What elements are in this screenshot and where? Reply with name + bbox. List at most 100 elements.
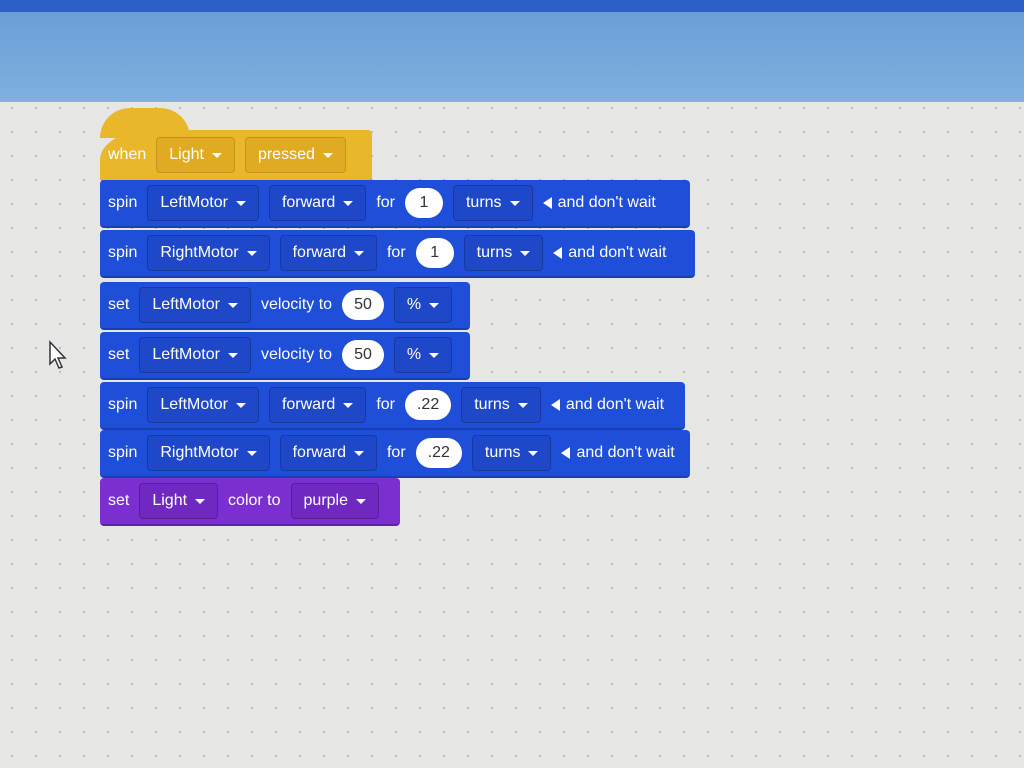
block-label: spin xyxy=(108,244,138,261)
caret-down-icon xyxy=(509,200,520,206)
dropdown[interactable]: LeftMotor xyxy=(139,337,251,373)
caret-down-icon xyxy=(195,498,206,504)
wait-option-label: and don't wait xyxy=(568,244,667,261)
motion-block[interactable]: spin RightMotor forward for .22 turns and don'… xyxy=(100,430,690,478)
dropdown-value: RightMotor xyxy=(160,244,239,261)
dropdown-value: % xyxy=(406,296,422,313)
block-label: spin xyxy=(108,194,138,211)
block-label: for xyxy=(376,396,395,413)
caret-down-icon xyxy=(211,152,222,158)
dropdown-value: forward xyxy=(281,194,336,211)
dropdown[interactable]: forward xyxy=(279,435,377,471)
number-input[interactable]: 50 xyxy=(342,340,384,370)
block-label: velocity to xyxy=(260,296,333,313)
block-label: set xyxy=(108,296,130,313)
block-label: color to xyxy=(228,492,281,509)
dropdown-value: forward xyxy=(292,244,346,261)
caret-down-icon xyxy=(353,450,364,456)
caret-down-icon xyxy=(235,402,246,408)
wait-option-toggle[interactable]: and don't wait xyxy=(553,244,666,262)
number-input[interactable]: 1 xyxy=(404,188,443,218)
dropdown-value: LeftMotor xyxy=(152,346,220,363)
dropdown[interactable]: forward xyxy=(268,185,367,221)
dropdown[interactable]: turns xyxy=(452,185,533,221)
dropdown-value: pressed xyxy=(257,146,315,163)
dropdown[interactable]: purple xyxy=(290,483,379,519)
dropdown[interactable]: Light xyxy=(156,137,235,173)
number-input[interactable]: 1 xyxy=(415,238,454,268)
block-label: spin xyxy=(108,444,138,461)
dropdown[interactable]: LeftMotor xyxy=(147,185,259,221)
block-label: for xyxy=(386,444,406,461)
dropdown[interactable]: RightMotor xyxy=(147,235,270,271)
block-label: for xyxy=(376,194,395,211)
block-label: set xyxy=(108,492,130,509)
block-label: set xyxy=(108,346,130,363)
wait-option-label: and don't wait xyxy=(576,444,675,461)
dropdown[interactable]: LeftMotor xyxy=(139,287,251,323)
caret-down-icon xyxy=(353,250,364,256)
dropdown[interactable]: Light xyxy=(139,483,219,519)
dropdown[interactable]: % xyxy=(393,287,453,323)
caret-down-icon xyxy=(322,152,333,158)
dropdown[interactable]: turns xyxy=(463,235,544,271)
top-toolbar xyxy=(0,0,1024,12)
motion-block[interactable]: spin LeftMotor forward for 1 turns and don't w… xyxy=(100,180,690,228)
caret-down-icon xyxy=(227,302,238,308)
dropdown[interactable]: turns xyxy=(461,387,541,423)
collapse-arrow-icon xyxy=(553,247,563,259)
wait-option-toggle[interactable]: and don't wait xyxy=(561,444,675,462)
event-block[interactable]: when Light pressed xyxy=(100,130,372,182)
caret-down-icon xyxy=(429,302,440,308)
caret-down-icon xyxy=(528,450,539,456)
collapse-arrow-icon xyxy=(550,399,560,411)
dropdown-value: forward xyxy=(281,396,336,413)
dropdown[interactable]: pressed xyxy=(244,137,346,173)
wait-option-label: and don't wait xyxy=(565,396,665,413)
dropdown-value: Light xyxy=(152,492,188,509)
caret-down-icon xyxy=(517,402,528,408)
dropdown-value: turns xyxy=(484,444,521,461)
caret-down-icon xyxy=(356,498,366,504)
motion-block[interactable]: set LeftMotor velocity to 50% xyxy=(100,282,470,330)
dropdown[interactable]: forward xyxy=(279,235,377,271)
caret-down-icon xyxy=(246,450,257,456)
caret-down-icon xyxy=(235,200,246,206)
dropdown-value: turns xyxy=(474,396,510,413)
dropdown-value: forward xyxy=(292,444,346,461)
caret-down-icon xyxy=(246,250,257,256)
number-input[interactable]: 50 xyxy=(342,290,384,320)
motion-block[interactable]: spin RightMotor forward for 1 turns and don't … xyxy=(100,230,695,278)
dropdown[interactable]: LeftMotor xyxy=(147,387,259,423)
motion-block[interactable]: spin LeftMotor forward for .22 turns and don't… xyxy=(100,382,685,430)
dropdown[interactable]: RightMotor xyxy=(147,435,270,471)
dropdown-value: RightMotor xyxy=(160,444,239,461)
caret-down-icon xyxy=(343,402,354,408)
wait-option-toggle[interactable]: and don't wait xyxy=(550,396,665,414)
block-label: velocity to xyxy=(260,346,333,363)
caret-down-icon xyxy=(520,250,531,256)
caret-down-icon xyxy=(429,352,440,358)
dropdown-value: turns xyxy=(465,194,502,211)
dropdown-value: Light xyxy=(169,146,204,163)
looks-block[interactable]: set Light color to purple xyxy=(100,478,400,526)
dropdown-value: LeftMotor xyxy=(160,396,228,413)
dropdown-value: % xyxy=(406,346,422,363)
wait-option-toggle[interactable]: and don't wait xyxy=(542,194,656,212)
caret-down-icon xyxy=(343,200,354,206)
block-label: when xyxy=(108,146,147,163)
block-label: spin xyxy=(108,396,138,413)
dropdown-value: turns xyxy=(476,244,513,261)
dropdown[interactable]: forward xyxy=(268,387,367,423)
number-input[interactable]: .22 xyxy=(415,438,462,468)
motion-block[interactable]: set LeftMotor velocity to 50% xyxy=(100,332,470,380)
block-label: for xyxy=(386,244,406,261)
mouse-cursor-icon xyxy=(49,340,67,369)
caret-down-icon xyxy=(227,352,238,358)
number-input[interactable]: .22 xyxy=(404,390,452,420)
wait-option-label: and don't wait xyxy=(557,194,656,211)
collapse-arrow-icon xyxy=(561,447,571,459)
dropdown-value: LeftMotor xyxy=(152,296,220,313)
dropdown[interactable]: % xyxy=(393,337,453,373)
dropdown[interactable]: turns xyxy=(471,435,552,471)
